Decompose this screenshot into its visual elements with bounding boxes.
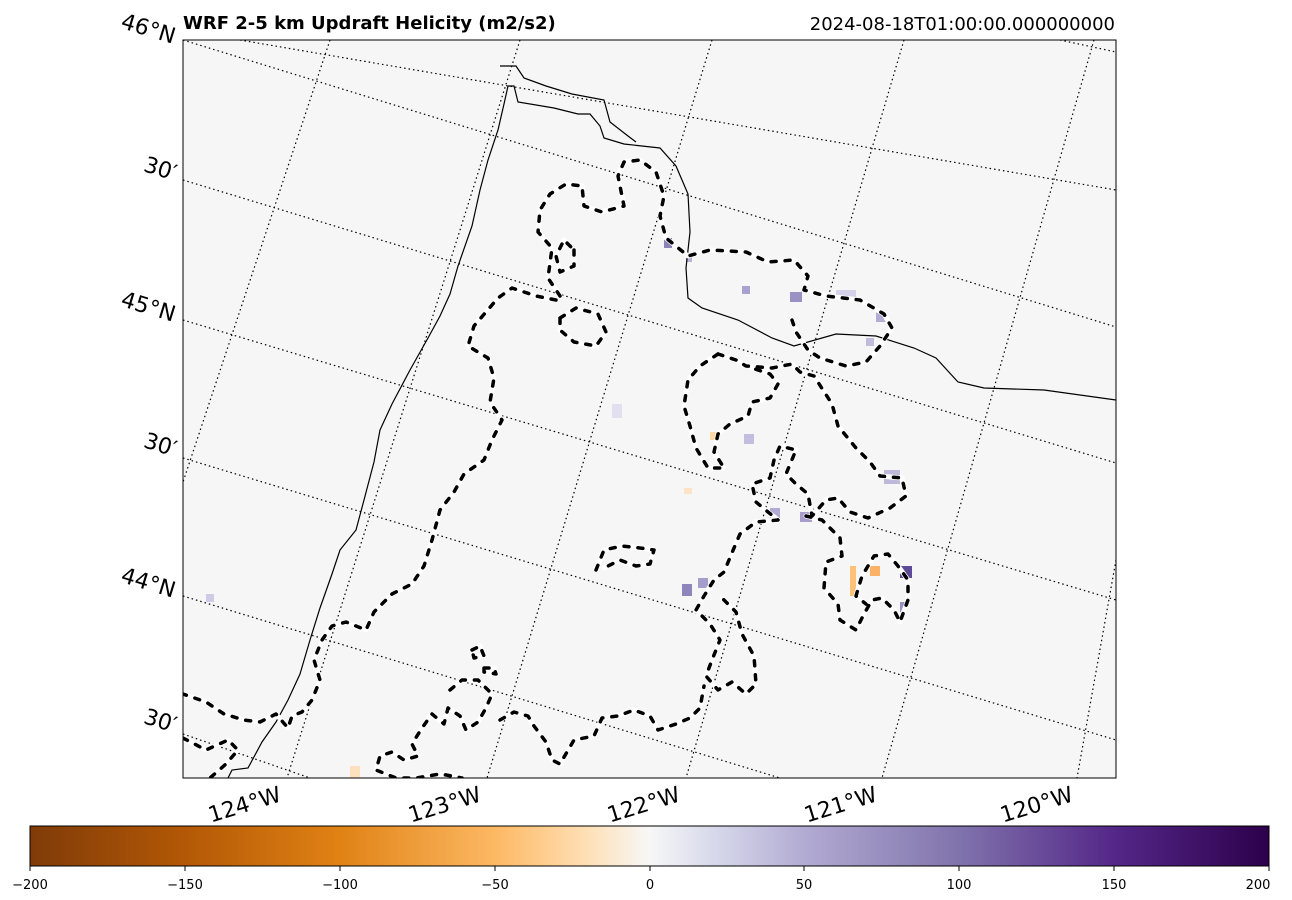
gridline-lon: [881, 40, 1095, 778]
state-border: [500, 65, 637, 143]
coastline: [227, 85, 509, 778]
gridline-lat: [183, 179, 1116, 464]
gridline-lat: [183, 457, 1116, 741]
lat-label: 45°N: [118, 287, 178, 327]
columbia-river: [508, 85, 1116, 401]
graticule: [183, 40, 1116, 778]
lat-labels: 46°N 30′ 45°N 30′ 44°N 30′: [118, 9, 180, 738]
gridline-lon: [183, 40, 331, 483]
colorbar-tick-label: 0: [646, 878, 654, 893]
colorbar-tick-label: −150: [167, 878, 203, 893]
helicity-contours: [183, 157, 911, 778]
gridline-lon: [1076, 559, 1116, 778]
boundaries: [227, 65, 1116, 778]
colorbar-tick-label: −100: [322, 878, 358, 893]
colorbar-tick-label: −50: [481, 878, 508, 893]
colorbar-tick-label: 150: [1102, 878, 1127, 893]
colorbar-tick-label: 50: [796, 878, 813, 893]
gridline-lat: [183, 40, 1116, 328]
gridline-lat: [183, 319, 1116, 601]
colorbar-tick-label: −200: [12, 878, 48, 893]
lon-labels: 124°W 123°W 122°W 121°W 120°W: [205, 783, 1076, 829]
lon-label: 123°W: [405, 783, 484, 829]
gridline-lat: [1059, 40, 1116, 53]
lat-label: 30′: [141, 153, 180, 187]
lat-label: 44°N: [118, 563, 178, 603]
gridline-lon: [286, 40, 521, 778]
lat-label: 30′: [141, 429, 180, 463]
lat-label: 46°N: [118, 9, 178, 49]
lon-label: 121°W: [801, 783, 880, 829]
colorbar-tick-label: 200: [1246, 878, 1271, 893]
colorbar-tick-labels: −200 −150 −100 −50 0 50 100 150 200: [12, 878, 1270, 893]
lon-label: 120°W: [997, 783, 1076, 829]
lon-label: 122°W: [604, 783, 683, 829]
lat-label: 30′: [141, 705, 180, 739]
map-panel: [183, 40, 1116, 778]
map-frame: [182, 39, 1117, 779]
lon-label: 124°W: [205, 783, 284, 829]
colorbar-tick-label: 100: [947, 878, 972, 893]
valid-time: 2024-08-18T01:00:00.000000000: [809, 14, 1115, 35]
colorbar: [29, 825, 1270, 867]
map-title: WRF 2-5 km Updraft Helicity (m2/s2): [183, 13, 556, 34]
gridline-lat: [183, 595, 781, 778]
colorbar-ticks: [29, 866, 1270, 871]
